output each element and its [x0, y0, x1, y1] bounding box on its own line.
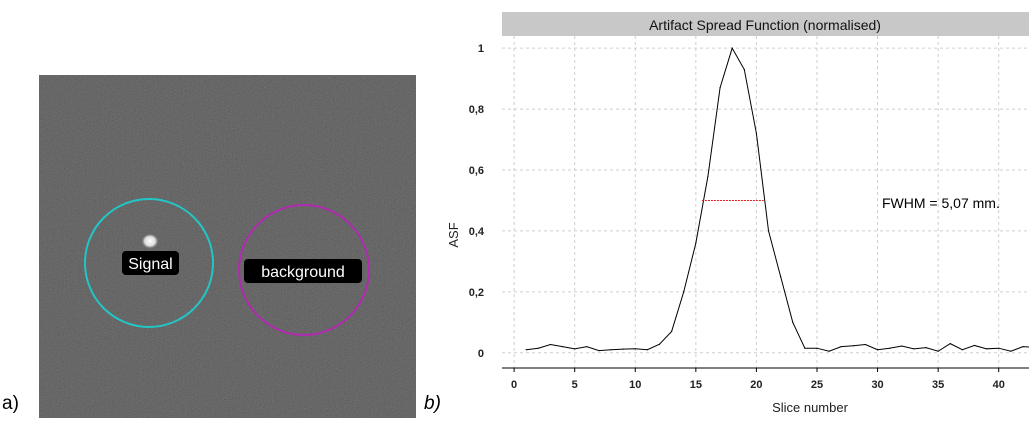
asf-data-point [937, 350, 939, 352]
y-tick-label: 0 [478, 348, 484, 360]
asf-data-point [743, 68, 745, 71]
asf-data-point [998, 347, 1000, 349]
asf-data-point [792, 321, 794, 323]
asf-data-point [925, 346, 927, 349]
asf-data-point [901, 345, 903, 347]
asf-data-point [525, 349, 527, 351]
background-label-box [244, 259, 362, 283]
y-tick-label: 0,4 [469, 226, 485, 238]
asf-data-point [622, 348, 624, 350]
asf-data-point [876, 349, 879, 351]
asf-data-point [985, 348, 988, 350]
x-tick-label: 25 [811, 379, 823, 391]
image-noise [39, 75, 416, 418]
asf-data-point [574, 348, 576, 350]
panel-a-label: a) [2, 393, 19, 414]
asf-series-points [525, 47, 1024, 352]
y-tick-label: 0,8 [469, 104, 484, 116]
asf-data-point [1010, 350, 1012, 352]
x-tick-label: 10 [629, 379, 641, 391]
asf-data-point [780, 276, 782, 278]
asf-data-point [840, 346, 842, 348]
asf-data-point [537, 347, 539, 349]
asf-data-point [852, 345, 854, 347]
y-tick-labels: 0 0,2 0,4 0,6 0,8 1 [469, 43, 485, 360]
asf-data-point [634, 348, 636, 350]
asf-data-point [719, 87, 721, 89]
asf-chart: Artifact Spread Function (normalised) 0 5… [440, 0, 1029, 428]
asf-data-point [816, 347, 818, 349]
asf-data-point [561, 346, 564, 348]
asf-data-point [804, 347, 806, 349]
x-axis-label: Slice number [772, 400, 849, 415]
asf-data-point [961, 349, 963, 351]
x-tick-label: 15 [690, 379, 702, 391]
asf-data-point [549, 343, 552, 346]
asf-data-point [658, 343, 661, 345]
signal-roi-label: Signal [128, 256, 172, 273]
y-tick-label: 1 [478, 43, 484, 55]
asf-data-point [755, 132, 758, 135]
signal-roi-circle [84, 198, 214, 328]
asf-data-point [767, 230, 770, 232]
y-tick-label: 0,6 [469, 165, 484, 177]
chart-title-bar [502, 12, 1029, 36]
asf-data-point [1022, 346, 1024, 348]
y-axis-label: ASF [446, 222, 461, 247]
y-tick-label: 0,2 [469, 287, 484, 299]
asf-data-point [695, 242, 697, 244]
x-tick-label: 40 [993, 379, 1005, 391]
asf-data-point [973, 344, 976, 347]
asf-data-point [683, 291, 685, 293]
asf-data-point [828, 350, 830, 352]
asf-data-point [864, 343, 867, 346]
x-tick-labels: 0 5 10 15 20 25 30 35 40 [511, 368, 1005, 391]
x-tick-label: 30 [871, 379, 883, 391]
chart-title: Artifact Spread Function (normalised) [649, 17, 881, 33]
asf-data-point [646, 349, 648, 351]
asf-chart-svg: Artifact Spread Function (normalised) 0 5… [446, 12, 1029, 415]
asf-data-point [610, 349, 612, 351]
asf-data-point [671, 330, 673, 333]
x-tick-label: 35 [932, 379, 944, 391]
asf-data-point [949, 343, 951, 345]
background-roi-label: background [261, 264, 345, 281]
x-tick-label: 5 [572, 379, 578, 391]
phantom-image-panel: Signal background [39, 75, 416, 418]
x-tick-label: 20 [750, 379, 762, 391]
asf-data-point [598, 350, 600, 352]
signal-label-box [122, 251, 179, 275]
x-tick-label: 0 [511, 379, 517, 391]
signal-spot [141, 234, 159, 250]
fwhm-annotation: FWHM = 5,07 mm. [882, 195, 1000, 211]
asf-data-point [889, 347, 891, 349]
chart-grid [502, 36, 1029, 368]
asf-data-point [586, 346, 588, 348]
asf-data-point [913, 348, 915, 350]
asf-data-point [731, 47, 733, 49]
background-roi-circle [238, 204, 370, 336]
asf-data-point [707, 175, 709, 177]
panel-b-label: b) [424, 393, 441, 414]
phantom-image: Signal background [39, 75, 416, 418]
